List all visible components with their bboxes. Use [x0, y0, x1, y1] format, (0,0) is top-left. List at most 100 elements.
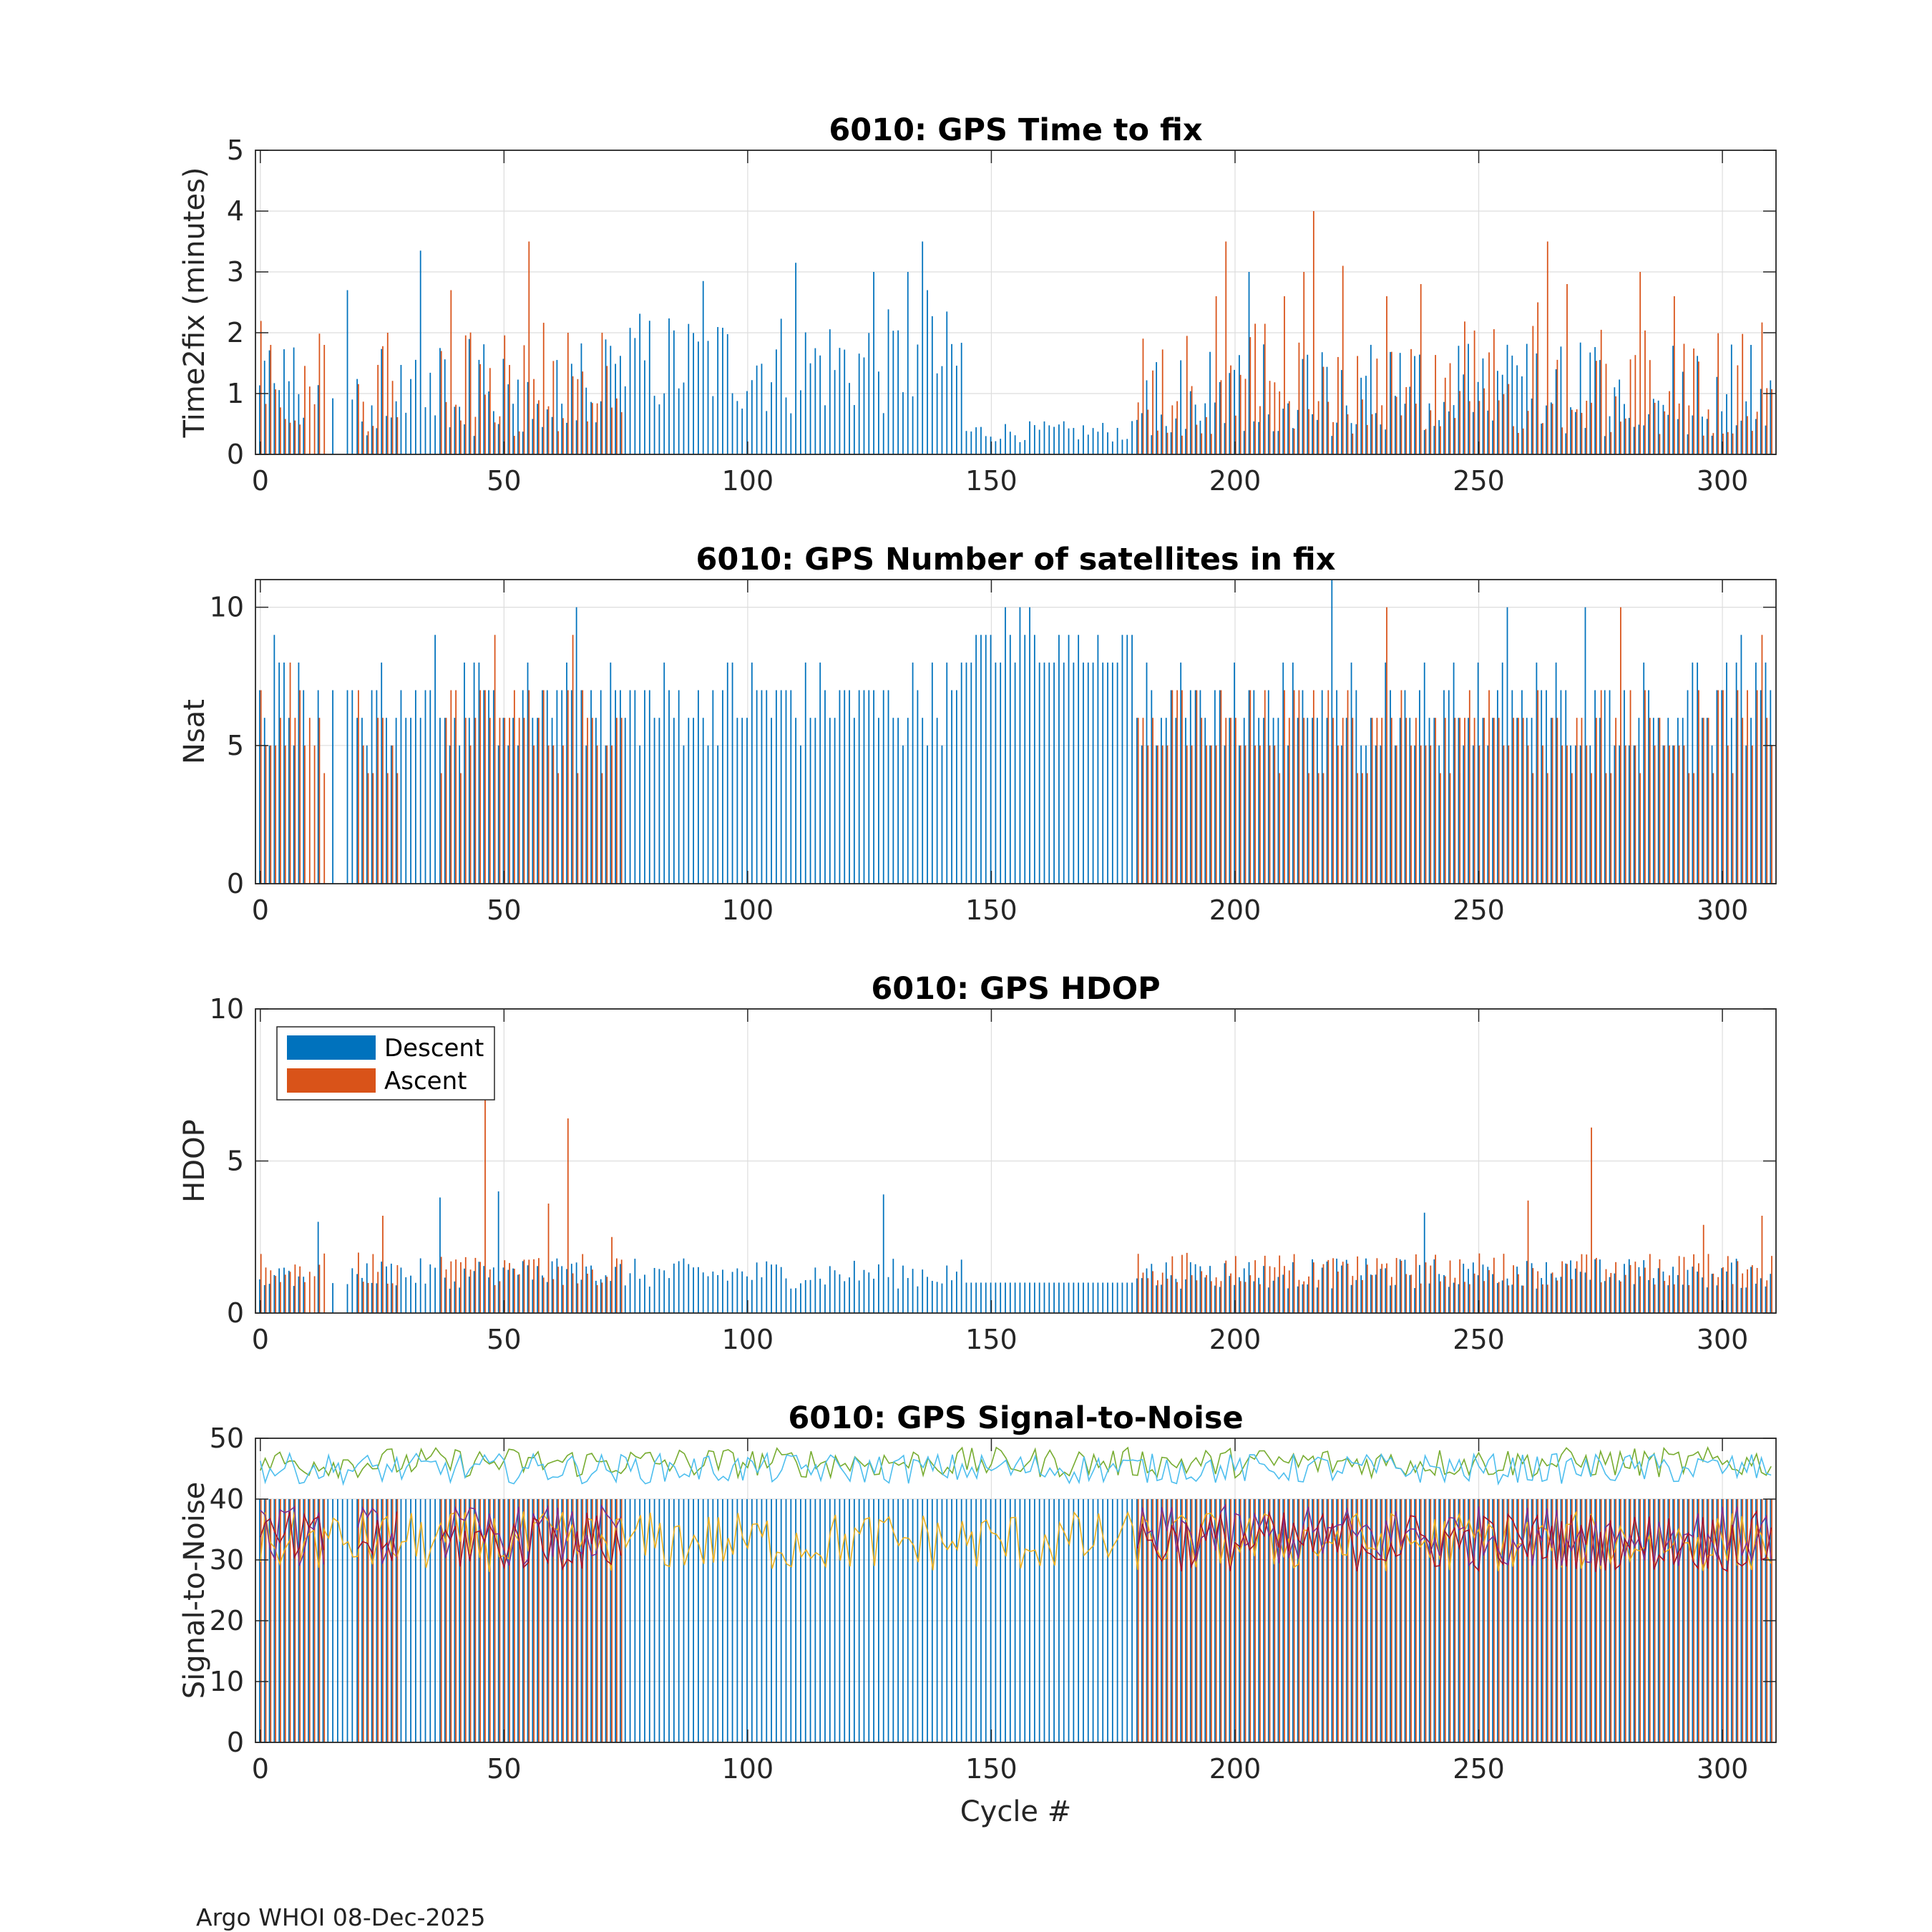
bar-descent	[1126, 635, 1128, 884]
bar-descent	[542, 1275, 543, 1313]
bar-ascent	[1732, 433, 1734, 454]
bar-descent	[551, 1499, 553, 1742]
bar-descent	[663, 1270, 665, 1313]
bar-descent	[1770, 690, 1772, 884]
bar-descent	[381, 1499, 383, 1742]
bar-ascent	[440, 773, 442, 884]
bar-ascent	[1152, 370, 1153, 454]
bar-descent	[1024, 1499, 1026, 1742]
bar-ascent	[1371, 1499, 1373, 1742]
bar-ascent	[1147, 745, 1149, 884]
bar-ascent	[323, 1499, 326, 1742]
bar-descent	[897, 1499, 899, 1742]
bar-ascent	[1717, 690, 1719, 884]
bar-descent	[1024, 635, 1026, 884]
bar-descent	[556, 690, 558, 884]
bar-descent	[1672, 346, 1674, 454]
bar-descent	[1560, 346, 1562, 454]
bar-descent	[1170, 1499, 1172, 1742]
bar-descent	[1638, 1267, 1640, 1313]
bar-ascent	[1761, 1216, 1763, 1313]
bar-ascent	[1317, 401, 1319, 454]
bar-descent	[449, 427, 451, 454]
bar-descent	[1394, 1284, 1396, 1313]
bar-descent	[829, 1499, 831, 1742]
bar-ascent	[265, 404, 267, 454]
bar-descent	[965, 1499, 967, 1742]
bar-ascent	[547, 1204, 550, 1313]
bar-descent	[1267, 690, 1269, 884]
bar-descent	[361, 421, 363, 454]
bar-descent	[1682, 371, 1684, 454]
bar-ascent	[1142, 1499, 1144, 1742]
bar-descent	[1375, 1499, 1377, 1742]
bar-ascent	[1498, 400, 1500, 454]
bar-descent	[1770, 380, 1772, 454]
bar-descent	[688, 323, 690, 454]
bar-descent	[868, 1499, 870, 1742]
bar-descent	[454, 406, 456, 454]
bar-descent	[371, 405, 373, 454]
bar-ascent	[1352, 718, 1354, 884]
bar-descent	[268, 350, 270, 454]
bar-ascent	[582, 690, 584, 884]
bar-descent	[424, 690, 426, 884]
bar-ascent	[1454, 1499, 1456, 1742]
bar-descent	[1428, 1499, 1430, 1742]
bar-ascent	[1664, 1499, 1666, 1742]
bar-ascent	[1673, 1284, 1675, 1313]
bar-descent	[366, 745, 368, 884]
bar-descent	[1073, 662, 1075, 884]
bar-descent	[1365, 376, 1367, 454]
bar-descent	[1087, 662, 1089, 884]
bar-descent	[936, 1282, 938, 1313]
bar-descent	[1584, 1272, 1586, 1313]
bar-ascent	[1137, 402, 1139, 454]
bar-descent	[766, 1499, 768, 1742]
bar-descent	[288, 1270, 290, 1313]
bar-descent	[1321, 690, 1323, 884]
bar-descent	[395, 1499, 397, 1742]
bar-descent	[663, 662, 665, 884]
bar-descent	[1229, 1499, 1231, 1742]
bar-descent	[1589, 1499, 1591, 1742]
bar-descent	[1282, 1499, 1284, 1742]
bar-ascent	[1488, 352, 1490, 454]
bar-ascent	[494, 1499, 496, 1742]
bar-ascent	[1566, 1499, 1568, 1742]
y-tick-label: 1	[227, 378, 244, 409]
bar-ascent	[1210, 1281, 1212, 1313]
bar-descent	[483, 1499, 485, 1742]
bar-ascent	[1771, 389, 1772, 454]
bar-ascent	[1342, 1499, 1344, 1742]
bar-descent	[1180, 1288, 1182, 1313]
bar-ascent	[572, 1499, 574, 1742]
bar-ascent	[1756, 1268, 1758, 1313]
bar-descent	[1156, 1499, 1158, 1742]
bar-ascent	[450, 290, 452, 454]
bar-descent	[1170, 1275, 1172, 1313]
bar-descent	[819, 355, 821, 454]
bar-descent	[1614, 1273, 1616, 1313]
bar-descent	[1624, 404, 1625, 454]
bar-descent	[303, 417, 305, 454]
bar-descent	[615, 364, 617, 454]
bar-descent	[1248, 1262, 1250, 1313]
bar-descent	[1487, 745, 1489, 884]
bar-ascent	[1693, 773, 1694, 884]
bar-descent	[512, 718, 514, 884]
bar-descent	[653, 396, 655, 454]
bar-descent	[1024, 1282, 1026, 1313]
bar-descent	[1043, 662, 1045, 884]
bar-ascent	[523, 718, 525, 884]
bar-descent	[386, 1499, 387, 1742]
bar-descent	[785, 1278, 787, 1313]
bar-ascent	[1249, 337, 1252, 454]
bar-descent	[1068, 1499, 1070, 1742]
bar-series	[259, 211, 1772, 454]
bar-descent	[1419, 690, 1420, 884]
bar-descent	[620, 1499, 621, 1742]
bar-descent	[1277, 431, 1279, 454]
bar-descent	[868, 333, 870, 454]
